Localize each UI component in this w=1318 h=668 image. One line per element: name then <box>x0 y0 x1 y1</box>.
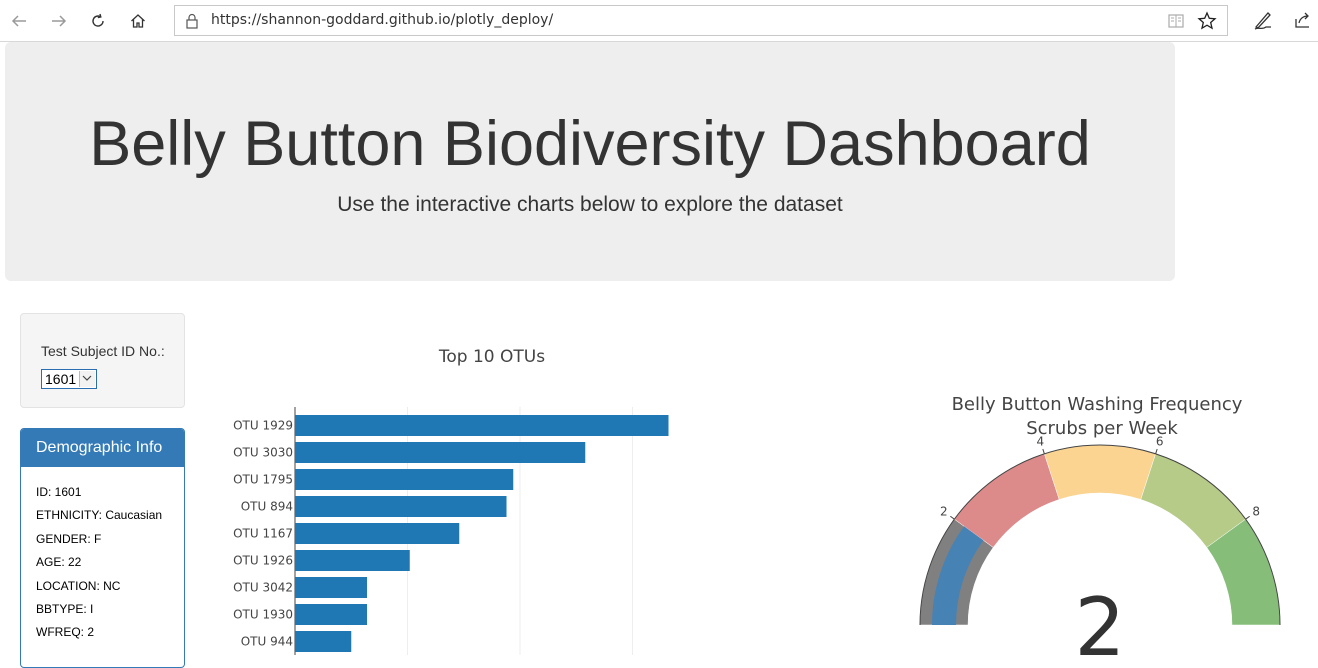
subject-selector-well: Test Subject ID No.: 1601 <box>20 313 185 408</box>
gauge-tick-label: 8 <box>1252 505 1260 519</box>
bar-chart-bar[interactable] <box>295 415 669 436</box>
bar-chart-bar[interactable] <box>295 523 460 544</box>
pen-icon[interactable] <box>1252 9 1274 31</box>
bar-chart-bar[interactable] <box>295 496 507 517</box>
subject-id-label: Test Subject ID No.: <box>41 343 165 359</box>
bar-chart-category-label: OTU 1929 <box>233 419 293 433</box>
bar-chart-category-label: OTU 1930 <box>233 608 293 622</box>
demographic-row: BBTYPE: I <box>36 601 94 616</box>
bar-chart-category-label: OTU 944 <box>241 635 293 649</box>
share-icon[interactable] <box>1292 9 1314 31</box>
demographic-panel-heading: Demographic Info <box>21 429 184 467</box>
demographic-panel-body: ID: 1601 ETHNICITY: Caucasian GENDER: F … <box>21 467 184 645</box>
gauge-tick-label: 4 <box>1037 434 1045 448</box>
demographic-panel: Demographic Info ID: 1601 ETHNICITY: Cau… <box>20 428 185 668</box>
bar-chart-category-label: OTU 1926 <box>233 554 293 568</box>
refresh-icon[interactable] <box>86 9 110 33</box>
bar-chart-bar[interactable] <box>295 577 367 598</box>
demographic-row: LOCATION: NC <box>36 578 121 593</box>
forward-icon[interactable] <box>47 9 71 33</box>
bar-chart-category-label: OTU 3042 <box>233 581 293 595</box>
bar-chart-bar[interactable] <box>295 631 352 652</box>
bar-chart-bar[interactable] <box>295 469 514 490</box>
subject-id-value: 1601 <box>45 371 77 387</box>
demographic-row: ETHNICITY: Caucasian <box>36 508 163 523</box>
back-icon[interactable] <box>7 9 31 33</box>
gauge-tick-label: 2 <box>940 505 948 519</box>
bar-chart-category-label: OTU 1795 <box>233 473 293 487</box>
bar-chart-category-label: OTU 894 <box>241 500 293 514</box>
gauge-title: Belly Button Washing Frequency <box>952 394 1243 415</box>
subject-id-select[interactable]: 1601 <box>41 369 97 389</box>
demographic-row: ID: 1601 <box>36 485 82 499</box>
washing-frequency-gauge[interactable]: Belly Button Washing Frequency Scrubs per… <box>830 380 1318 655</box>
gauge-tick <box>1245 515 1250 520</box>
bar-chart-bar[interactable] <box>295 550 410 571</box>
home-icon[interactable] <box>126 9 150 33</box>
page-subtitle: Use the interactive charts below to expl… <box>337 193 843 216</box>
gauge-outline <box>919 444 1281 626</box>
gauge-value-number: 2 <box>1075 581 1126 655</box>
gauge-value-bar <box>932 526 984 625</box>
gauge-tick <box>1155 448 1158 454</box>
gauge-tick-label: 6 <box>1156 434 1164 448</box>
bar-chart-bar[interactable] <box>295 604 367 625</box>
header-jumbotron: Belly Button Biodiversity Dashboard Use … <box>5 42 1175 281</box>
url-text[interactable]: https://shannon-goddard.github.io/plotly… <box>211 12 554 28</box>
demographic-row: AGE: 22 <box>36 555 82 570</box>
demographic-row: WFREQ: 2 <box>36 625 95 640</box>
gauge-subtitle: Scrubs per Week <box>1026 418 1178 439</box>
bar-chart-title: Top 10 OTUs <box>438 347 545 367</box>
address-bar[interactable]: https://shannon-goddard.github.io/plotly… <box>174 5 1228 36</box>
lock-icon <box>186 13 198 29</box>
browser-toolbar: https://shannon-goddard.github.io/plotly… <box>0 0 1318 42</box>
bar-chart-category-label: OTU 1167 <box>233 527 293 541</box>
top-otus-bar-chart[interactable]: Top 10 OTUs OTU 1929 OTU 3030 OTU 1795 OTU 8… <box>195 330 795 655</box>
page-title: Belly Button Biodiversity Dashboard <box>89 109 1091 179</box>
gauge-step <box>1044 444 1156 500</box>
reader-view-icon[interactable] <box>1167 12 1185 30</box>
gauge-tick <box>950 515 955 520</box>
bar-chart-category-label: OTU 3030 <box>233 446 293 460</box>
demographic-row: GENDER: F <box>36 531 102 546</box>
bar-chart-bar[interactable] <box>295 442 586 463</box>
gauge-tick <box>1042 448 1045 454</box>
favorite-star-icon[interactable] <box>1197 11 1217 31</box>
chevron-down-icon[interactable] <box>79 371 95 387</box>
